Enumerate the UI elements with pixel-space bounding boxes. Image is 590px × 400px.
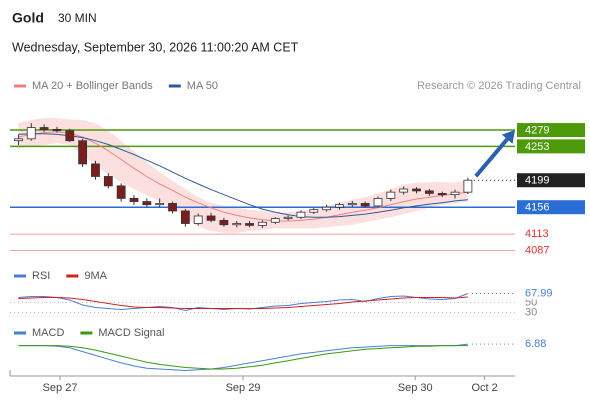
- candle-body: [14, 138, 23, 142]
- indicator-line: [18, 345, 468, 370]
- legend-label: MA 20 + Bollinger Bands: [32, 80, 153, 92]
- candle-body: [168, 203, 177, 212]
- x-tick-label: Sep 30: [398, 382, 433, 394]
- date: Wednesday, September 30, 2026 11:00:20 A…: [12, 40, 299, 54]
- candle-body: [296, 211, 306, 218]
- candle-body: [65, 130, 75, 142]
- source: Research © 2026 Trading Central: [417, 80, 581, 92]
- level-box: [517, 173, 585, 188]
- legend-label: MACD: [32, 327, 64, 339]
- candle-body: [283, 216, 293, 219]
- candle-body: [232, 223, 242, 226]
- forecast-arrow: [474, 137, 509, 178]
- indicator-line: [18, 293, 469, 312]
- candle-body: [450, 191, 460, 196]
- candle-body: [52, 129, 62, 132]
- candle-body: [142, 201, 152, 206]
- candle-body: [206, 215, 216, 221]
- chart-title: Gold: [12, 10, 44, 26]
- level-label: 4156: [525, 202, 549, 214]
- candle-body: [91, 163, 100, 177]
- candle-body: [155, 203, 165, 206]
- level-label: 4113: [525, 228, 549, 240]
- level-box: [517, 123, 585, 138]
- candle-body: [322, 206, 332, 211]
- last-value-bg: [519, 338, 559, 351]
- candle-body: [270, 218, 280, 223]
- candle-body: [180, 210, 190, 224]
- level-label: 4087: [525, 244, 549, 256]
- moving-average: [18, 131, 468, 222]
- candle-body: [335, 204, 344, 208]
- candle-body: [129, 198, 139, 202]
- last-value-label: 67.99: [525, 287, 553, 299]
- candle-body: [193, 215, 203, 224]
- bollinger-band: [18, 118, 468, 233]
- candle-body: [309, 209, 319, 213]
- last-value-label: 6.88: [525, 338, 546, 350]
- candle-body: [424, 190, 434, 194]
- moving-average: [18, 133, 468, 218]
- legend-label: MA 50: [187, 80, 218, 92]
- x-tick-label: Sep 29: [226, 382, 261, 394]
- candle-body: [103, 176, 113, 187]
- candle-body: [116, 185, 126, 199]
- candle-body: [399, 188, 409, 193]
- candle-body: [219, 219, 229, 226]
- last-value-bg: [519, 287, 559, 300]
- candle-body: [245, 223, 254, 226]
- legend-label: 9MA: [84, 270, 107, 282]
- candle-body: [386, 191, 396, 199]
- candle-body: [412, 188, 421, 192]
- level-box: [517, 139, 585, 154]
- x-tick-label: Oct 2: [471, 382, 497, 394]
- forecast-arrowhead: [501, 130, 515, 144]
- level-label: 4199: [525, 175, 549, 187]
- x-tick-label: Sep 27: [43, 382, 78, 394]
- candle-body: [347, 203, 357, 206]
- candle-body: [373, 198, 383, 207]
- legend-label: MACD Signal: [98, 327, 164, 339]
- candle-body: [258, 221, 267, 226]
- level-box: [517, 200, 585, 215]
- candle-body: [78, 140, 88, 165]
- timeframe: 30 MIN: [58, 11, 97, 25]
- level-label: 4253: [525, 141, 549, 153]
- indicator-line: [18, 296, 468, 309]
- candle-body: [360, 203, 370, 207]
- candle-body: [463, 179, 473, 193]
- y-tick-label: 30: [525, 306, 537, 318]
- candle-body: [437, 192, 447, 196]
- candle-body: [26, 127, 36, 140]
- legend-label: RSI: [32, 270, 50, 282]
- level-label: 4279: [525, 124, 549, 136]
- candle-body: [39, 127, 49, 130]
- indicator-line: [18, 343, 468, 372]
